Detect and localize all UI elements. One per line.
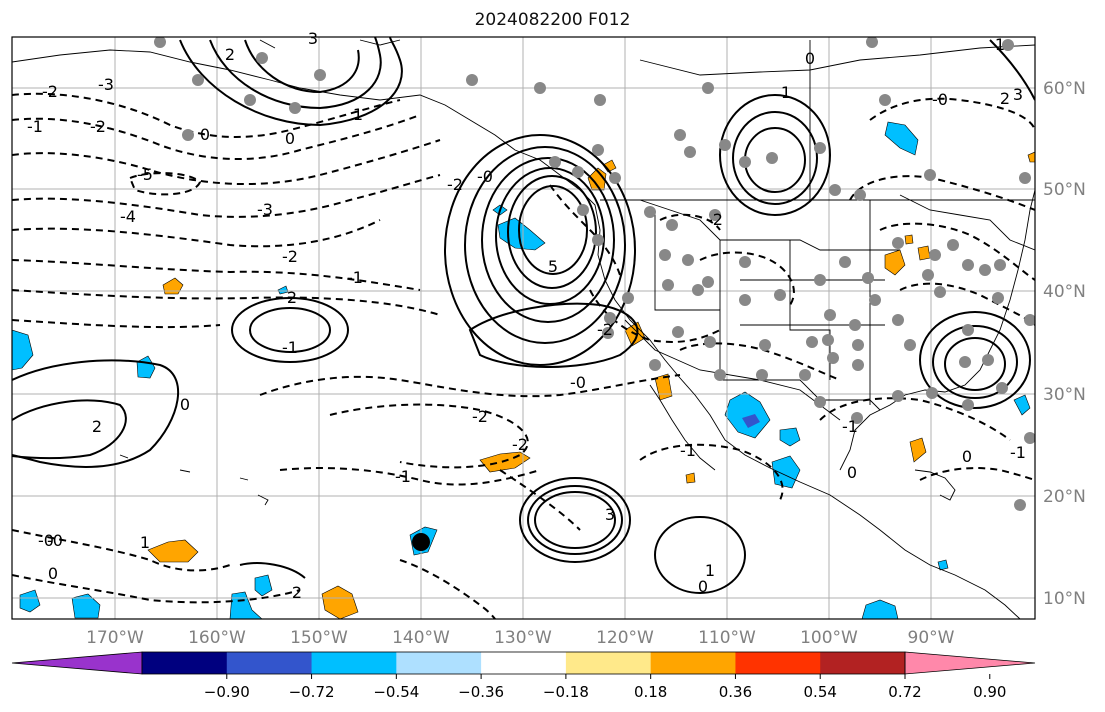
longitude-label: 130°W — [494, 628, 552, 648]
longitude-label: 100°W — [800, 628, 858, 648]
contour-label: 2 — [92, 417, 102, 436]
contour-label: 1 — [353, 105, 363, 124]
contour-label: 0 — [285, 129, 295, 148]
contour-label: -1 — [395, 467, 411, 486]
colorbar-tick-label: −0.54 — [373, 683, 419, 701]
contour-label: 5 — [548, 257, 558, 276]
colorbar-tick-label: 0.18 — [634, 683, 667, 701]
contour-label: -3 — [257, 200, 273, 219]
colorbar — [11, 651, 1036, 675]
latitude-label: 30°N — [1043, 385, 1086, 405]
contour-label: -5 — [137, 165, 153, 184]
contour-label: 3 — [1013, 85, 1023, 104]
contour-label: -2 — [90, 117, 106, 136]
positive-contours — [12, 37, 1035, 594]
colorbar-tick-label: 0.54 — [804, 683, 837, 701]
negative-contours — [12, 92, 1035, 619]
contour-label: 3 — [605, 505, 615, 524]
station-dots — [154, 37, 1035, 511]
longitude-label: 170°W — [86, 628, 144, 648]
longitude-label: 140°W — [392, 628, 450, 648]
contour-label: 0 — [200, 125, 210, 144]
strong-negative-shading — [742, 414, 760, 428]
colorbar-tick-label: 0.90 — [973, 683, 1006, 701]
longitude-labels: 170°W 160°W 150°W 140°W 130°W 120°W 110°W 100°W… — [86, 628, 955, 648]
latitude-label: 20°N — [1043, 487, 1086, 507]
coastlines — [12, 39, 1035, 619]
longitude-label: 120°W — [596, 628, 654, 648]
colorbar-segment — [142, 652, 228, 674]
colorbar-segment — [311, 652, 397, 674]
contour-label: -0 — [932, 90, 948, 109]
contour-label: 1 — [781, 83, 791, 102]
colorbar-segment — [396, 652, 482, 674]
contour-label: 0 — [962, 447, 972, 466]
contour-label: -1 — [842, 417, 858, 436]
colorbar-extend-high — [904, 651, 1036, 675]
contour-label: -2 — [472, 407, 488, 426]
contour-label: 0 — [698, 577, 708, 596]
contour-label: 2 — [1000, 89, 1010, 108]
contour-label: -0 — [477, 167, 493, 186]
contour-label: -2 — [282, 247, 298, 266]
colorbar-tick-label: 0.36 — [719, 683, 752, 701]
colorbar-segment — [650, 652, 736, 674]
colorbar-segment — [481, 652, 567, 674]
colorbar-tick-labels: −0.90 −0.72 −0.54 −0.36 −0.18 0.18 0.36 0.54 0.7… — [204, 674, 1006, 701]
latitude-label: 60°N — [1043, 79, 1086, 99]
contour-label: 3 — [308, 29, 318, 48]
colorbar-tick-label: −0.90 — [204, 683, 250, 701]
map-title: 2024082200 F012 — [474, 10, 631, 30]
contour-label: 0 — [180, 395, 190, 414]
contour-label: -0 — [570, 373, 586, 392]
contour-label: 2 — [292, 583, 302, 602]
colorbar-outline — [141, 651, 906, 675]
latitude-label: 40°N — [1043, 282, 1086, 302]
contour-label: -2 — [447, 175, 463, 194]
longitude-label: 150°W — [290, 628, 348, 648]
contour-label: 2 — [287, 288, 297, 307]
colorbar-tick-label: 0.72 — [888, 683, 921, 701]
position-marker — [412, 533, 430, 551]
contour-label: -4 — [120, 207, 136, 226]
longitude-label: 90°W — [908, 628, 955, 648]
contour-label: -0 — [47, 531, 63, 550]
contour-label: -1 — [1010, 443, 1026, 462]
contour-label: -1 — [347, 268, 363, 287]
contour-label: -3 — [98, 75, 114, 94]
colorbar-tick-label: −0.72 — [289, 683, 335, 701]
colorbar-segment — [226, 652, 313, 674]
contour-label: -2 — [42, 82, 58, 101]
colorbar-segment — [820, 652, 906, 674]
contour-label: -0 — [38, 531, 54, 550]
colorbar-segment — [565, 652, 652, 674]
plot-frame — [11, 36, 1036, 620]
longitude-label: 160°W — [188, 628, 246, 648]
contour-label: 1 — [705, 561, 715, 580]
contour-label: -2 — [707, 210, 723, 229]
contour-label: -2 — [512, 435, 528, 454]
latitude-label: 10°N — [1043, 589, 1086, 609]
contour-label: 0 — [847, 463, 857, 482]
colorbar-extend-low — [11, 651, 143, 675]
colorbar-segment — [735, 652, 821, 674]
contour-label: -2 — [597, 320, 613, 339]
contour-label: 0 — [48, 564, 58, 583]
contour-label: 1 — [140, 533, 150, 552]
contour-label: 2 — [225, 45, 235, 64]
colorbar-tick-label: −0.36 — [458, 683, 504, 701]
contour-label: 0 — [805, 49, 815, 68]
latitude-labels: 60°N 50°N 40°N 30°N 20°N 10°N — [1043, 79, 1086, 609]
contour-label: -1 — [680, 441, 696, 460]
contour-label: -1 — [282, 338, 298, 357]
contour-label: -1 — [27, 117, 43, 136]
map-layers — [12, 37, 1035, 619]
longitude-label: 110°W — [698, 628, 756, 648]
contour-label: 1 — [995, 35, 1005, 54]
latitude-label: 50°N — [1043, 180, 1086, 200]
colorbar-tick-label: −0.18 — [543, 683, 589, 701]
